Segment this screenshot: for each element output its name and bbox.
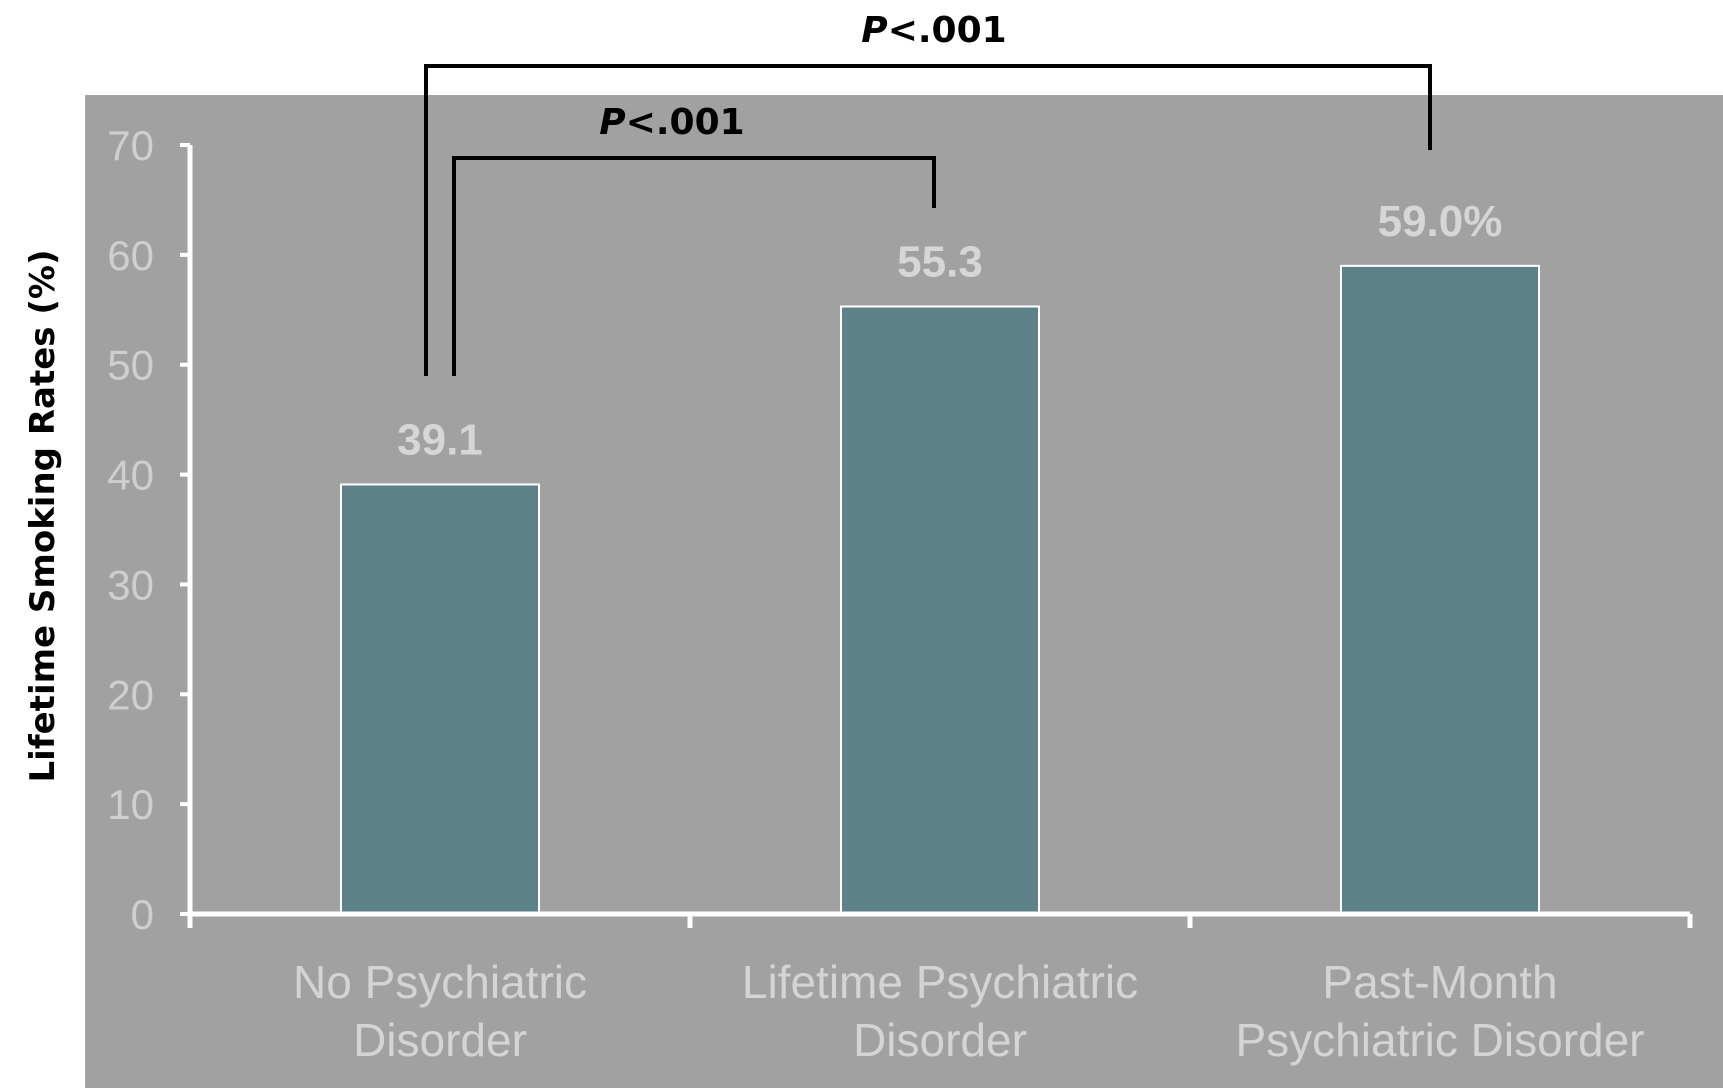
y-tick-label: 10 xyxy=(107,781,154,828)
y-tick-label: 20 xyxy=(107,671,154,718)
y-tick-label: 30 xyxy=(107,561,154,608)
y-tick-label: 40 xyxy=(107,452,154,499)
y-tick-label: 70 xyxy=(107,122,154,169)
y-axis-label: Lifetime Smoking Rates (%) xyxy=(23,250,63,783)
y-axis-ticks: 0 10 20 30 40 50 60 70 xyxy=(107,122,190,938)
bar-value-label: 39.1 xyxy=(397,415,483,464)
x-category-label: Lifetime Psychiatric Disorder xyxy=(742,956,1138,1066)
bar-value-label: 55.3 xyxy=(897,237,983,286)
p-value-label: P<.001 xyxy=(861,10,1006,51)
bars: 39.1 55.3 59.0% xyxy=(340,197,1540,916)
significance-brackets: P<.001 P<.001 xyxy=(424,10,1432,376)
bar-value-label: 59.0% xyxy=(1378,197,1503,246)
bar xyxy=(1340,264,1540,916)
x-axis-category-labels: No Psychiatric Disorder Lifetime Psychiatr… xyxy=(293,956,1644,1066)
y-tick-label: 60 xyxy=(107,232,154,279)
p-value-label: P<.001 xyxy=(599,102,744,143)
y-tick-label: 50 xyxy=(107,342,154,389)
bar xyxy=(340,483,540,915)
significance-bracket xyxy=(424,64,1432,376)
significance-bracket xyxy=(452,156,936,376)
y-tick-label: 0 xyxy=(131,891,154,938)
x-category-label: No Psychiatric Disorder xyxy=(293,956,587,1066)
axes xyxy=(187,145,1693,928)
x-category-label: Past-Month Psychiatric Disorder xyxy=(1236,956,1645,1066)
bar xyxy=(840,305,1040,915)
